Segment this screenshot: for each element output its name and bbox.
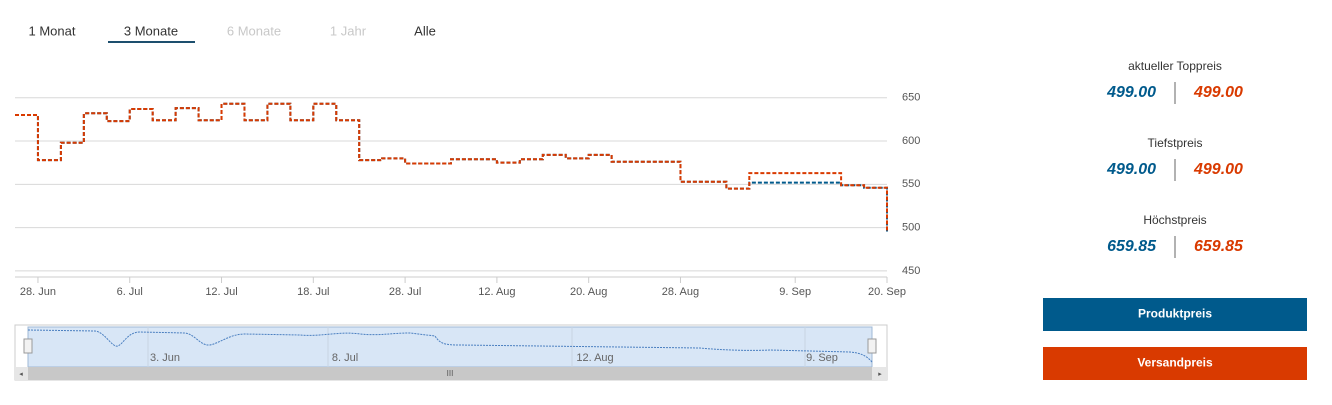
stat-label: Höchstpreis	[1143, 213, 1206, 227]
range-button[interactable]: 3 Monate	[124, 23, 178, 38]
navigator-label: 3. Jun	[150, 352, 180, 364]
navigator-label: 9. Sep	[806, 352, 838, 364]
range-button[interactable]: 1 Monat	[29, 23, 76, 38]
navigator-label: 12. Aug	[576, 352, 613, 364]
scroll-right[interactable]: ▸	[878, 371, 882, 378]
x-tick-label: 18. Jul	[297, 286, 329, 298]
x-tick-label: 28. Jun	[20, 286, 56, 298]
navigator-handle[interactable]	[867, 338, 877, 354]
y-tick-label: 500	[902, 222, 920, 234]
y-tick-label: 650	[902, 92, 920, 104]
navigator-label: 8. Jul	[332, 352, 358, 364]
stat-product: 499.00	[1106, 84, 1156, 101]
legend-button[interactable]	[1043, 298, 1307, 331]
x-tick-label: 6. Jul	[117, 286, 143, 298]
stat-label: aktueller Toppreis	[1128, 59, 1222, 73]
stat-shipping: 499.00	[1193, 84, 1243, 101]
price-line	[15, 102, 888, 232]
y-tick-label: 450	[902, 265, 920, 277]
scrollbar-grip: III	[447, 369, 454, 378]
legend-button[interactable]	[1043, 347, 1307, 380]
x-tick-label: 12. Aug	[478, 286, 515, 298]
stat-shipping: 659.85	[1194, 238, 1244, 255]
scroll-left[interactable]: ◂	[19, 371, 23, 378]
x-tick-label: 28. Aug	[662, 286, 699, 298]
range-button: 6 Monate	[227, 23, 281, 38]
y-tick-label: 550	[902, 178, 920, 190]
range-button: 1 Jahr	[330, 23, 367, 38]
stat-shipping: 499.00	[1193, 161, 1243, 178]
stat-product: 659.85	[1107, 238, 1157, 255]
stat-label: Tiefstpreis	[1148, 136, 1203, 150]
range-button[interactable]: Alle	[414, 23, 436, 38]
x-tick-label: 28. Jul	[389, 286, 421, 298]
price-line	[15, 102, 888, 232]
x-tick-label: 20. Sep	[868, 286, 906, 298]
navigator-line	[27, 329, 873, 363]
navigator-handle[interactable]	[23, 338, 33, 354]
x-tick-label: 9. Sep	[779, 286, 811, 298]
x-tick-label: 12. Jul	[205, 286, 237, 298]
y-tick-label: 600	[902, 135, 920, 147]
scrollbar-thumb[interactable]	[28, 367, 872, 380]
legend-label[interactable]: Produktpreis	[1138, 307, 1212, 321]
legend-label[interactable]: Versandpreis	[1137, 356, 1213, 370]
stat-product: 499.00	[1106, 161, 1156, 178]
navigator-selection[interactable]	[27, 326, 873, 368]
x-tick-label: 20. Aug	[570, 286, 607, 298]
